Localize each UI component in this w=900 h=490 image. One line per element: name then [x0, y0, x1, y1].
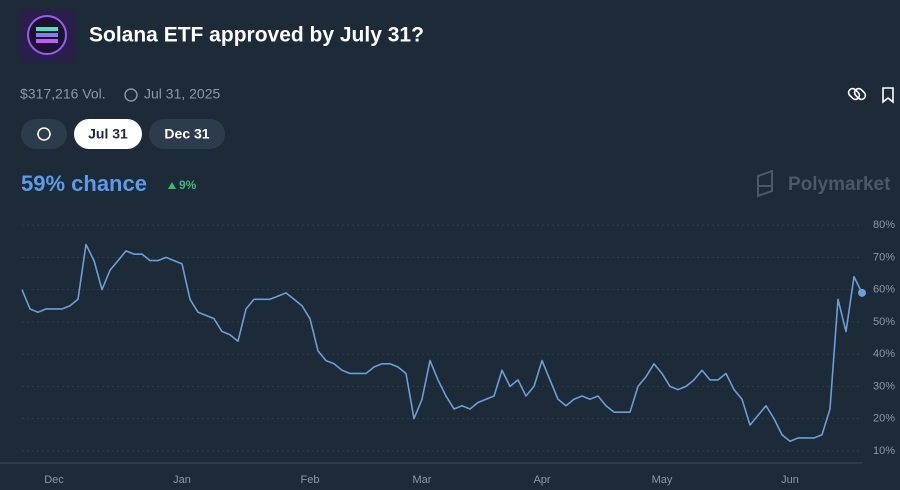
end-date: Jul 31, 2025: [144, 86, 220, 102]
brand-logo: [757, 169, 773, 198]
y-tick-label: 20%: [873, 413, 895, 425]
y-tick-label: 40%: [873, 348, 895, 360]
x-tick-label: Jan: [173, 474, 191, 486]
up-arrow: [168, 182, 176, 189]
x-tick-label: Jun: [781, 474, 799, 486]
y-tick-label: 50%: [873, 316, 895, 328]
last-point: [858, 288, 866, 297]
history-button[interactable]: [21, 119, 67, 149]
tab-inactive[interactable]: [149, 119, 225, 149]
y-tick-label: 10%: [873, 445, 895, 457]
brand: Polymarket: [788, 174, 891, 195]
link-icon[interactable]: [847, 87, 867, 101]
tab-active[interactable]: [74, 119, 142, 149]
y-tick-label: 30%: [873, 380, 895, 392]
market-icon: [20, 9, 75, 62]
x-tick-label: Apr: [533, 474, 550, 486]
y-tick-label: 80%: [873, 219, 895, 231]
tab[interactable]: Jul 31: [88, 126, 128, 142]
price-line: [21, 243, 863, 442]
change: 9%: [179, 178, 197, 192]
x-tick-label: Dec: [44, 474, 64, 486]
tab[interactable]: Dec 31: [164, 126, 209, 142]
y-tick-label: 70%: [873, 251, 895, 263]
clock-icon: [124, 88, 138, 102]
bookmark-icon[interactable]: [882, 87, 894, 104]
market-title: Solana ETF approved by July 31?: [89, 24, 424, 47]
volume: $317,216 Vol.: [20, 86, 106, 102]
x-tick-label: Mar: [413, 474, 432, 486]
x-tick-label: May: [652, 474, 673, 486]
chance: 59% chance: [21, 171, 147, 196]
y-tick-label: 60%: [873, 284, 895, 296]
chart: 10% 20% 30% 40% 50% 60% 70% 80% Dec Jan Feb Mar Apr M…: [21, 219, 895, 486]
x-tick-label: Feb: [301, 474, 320, 486]
